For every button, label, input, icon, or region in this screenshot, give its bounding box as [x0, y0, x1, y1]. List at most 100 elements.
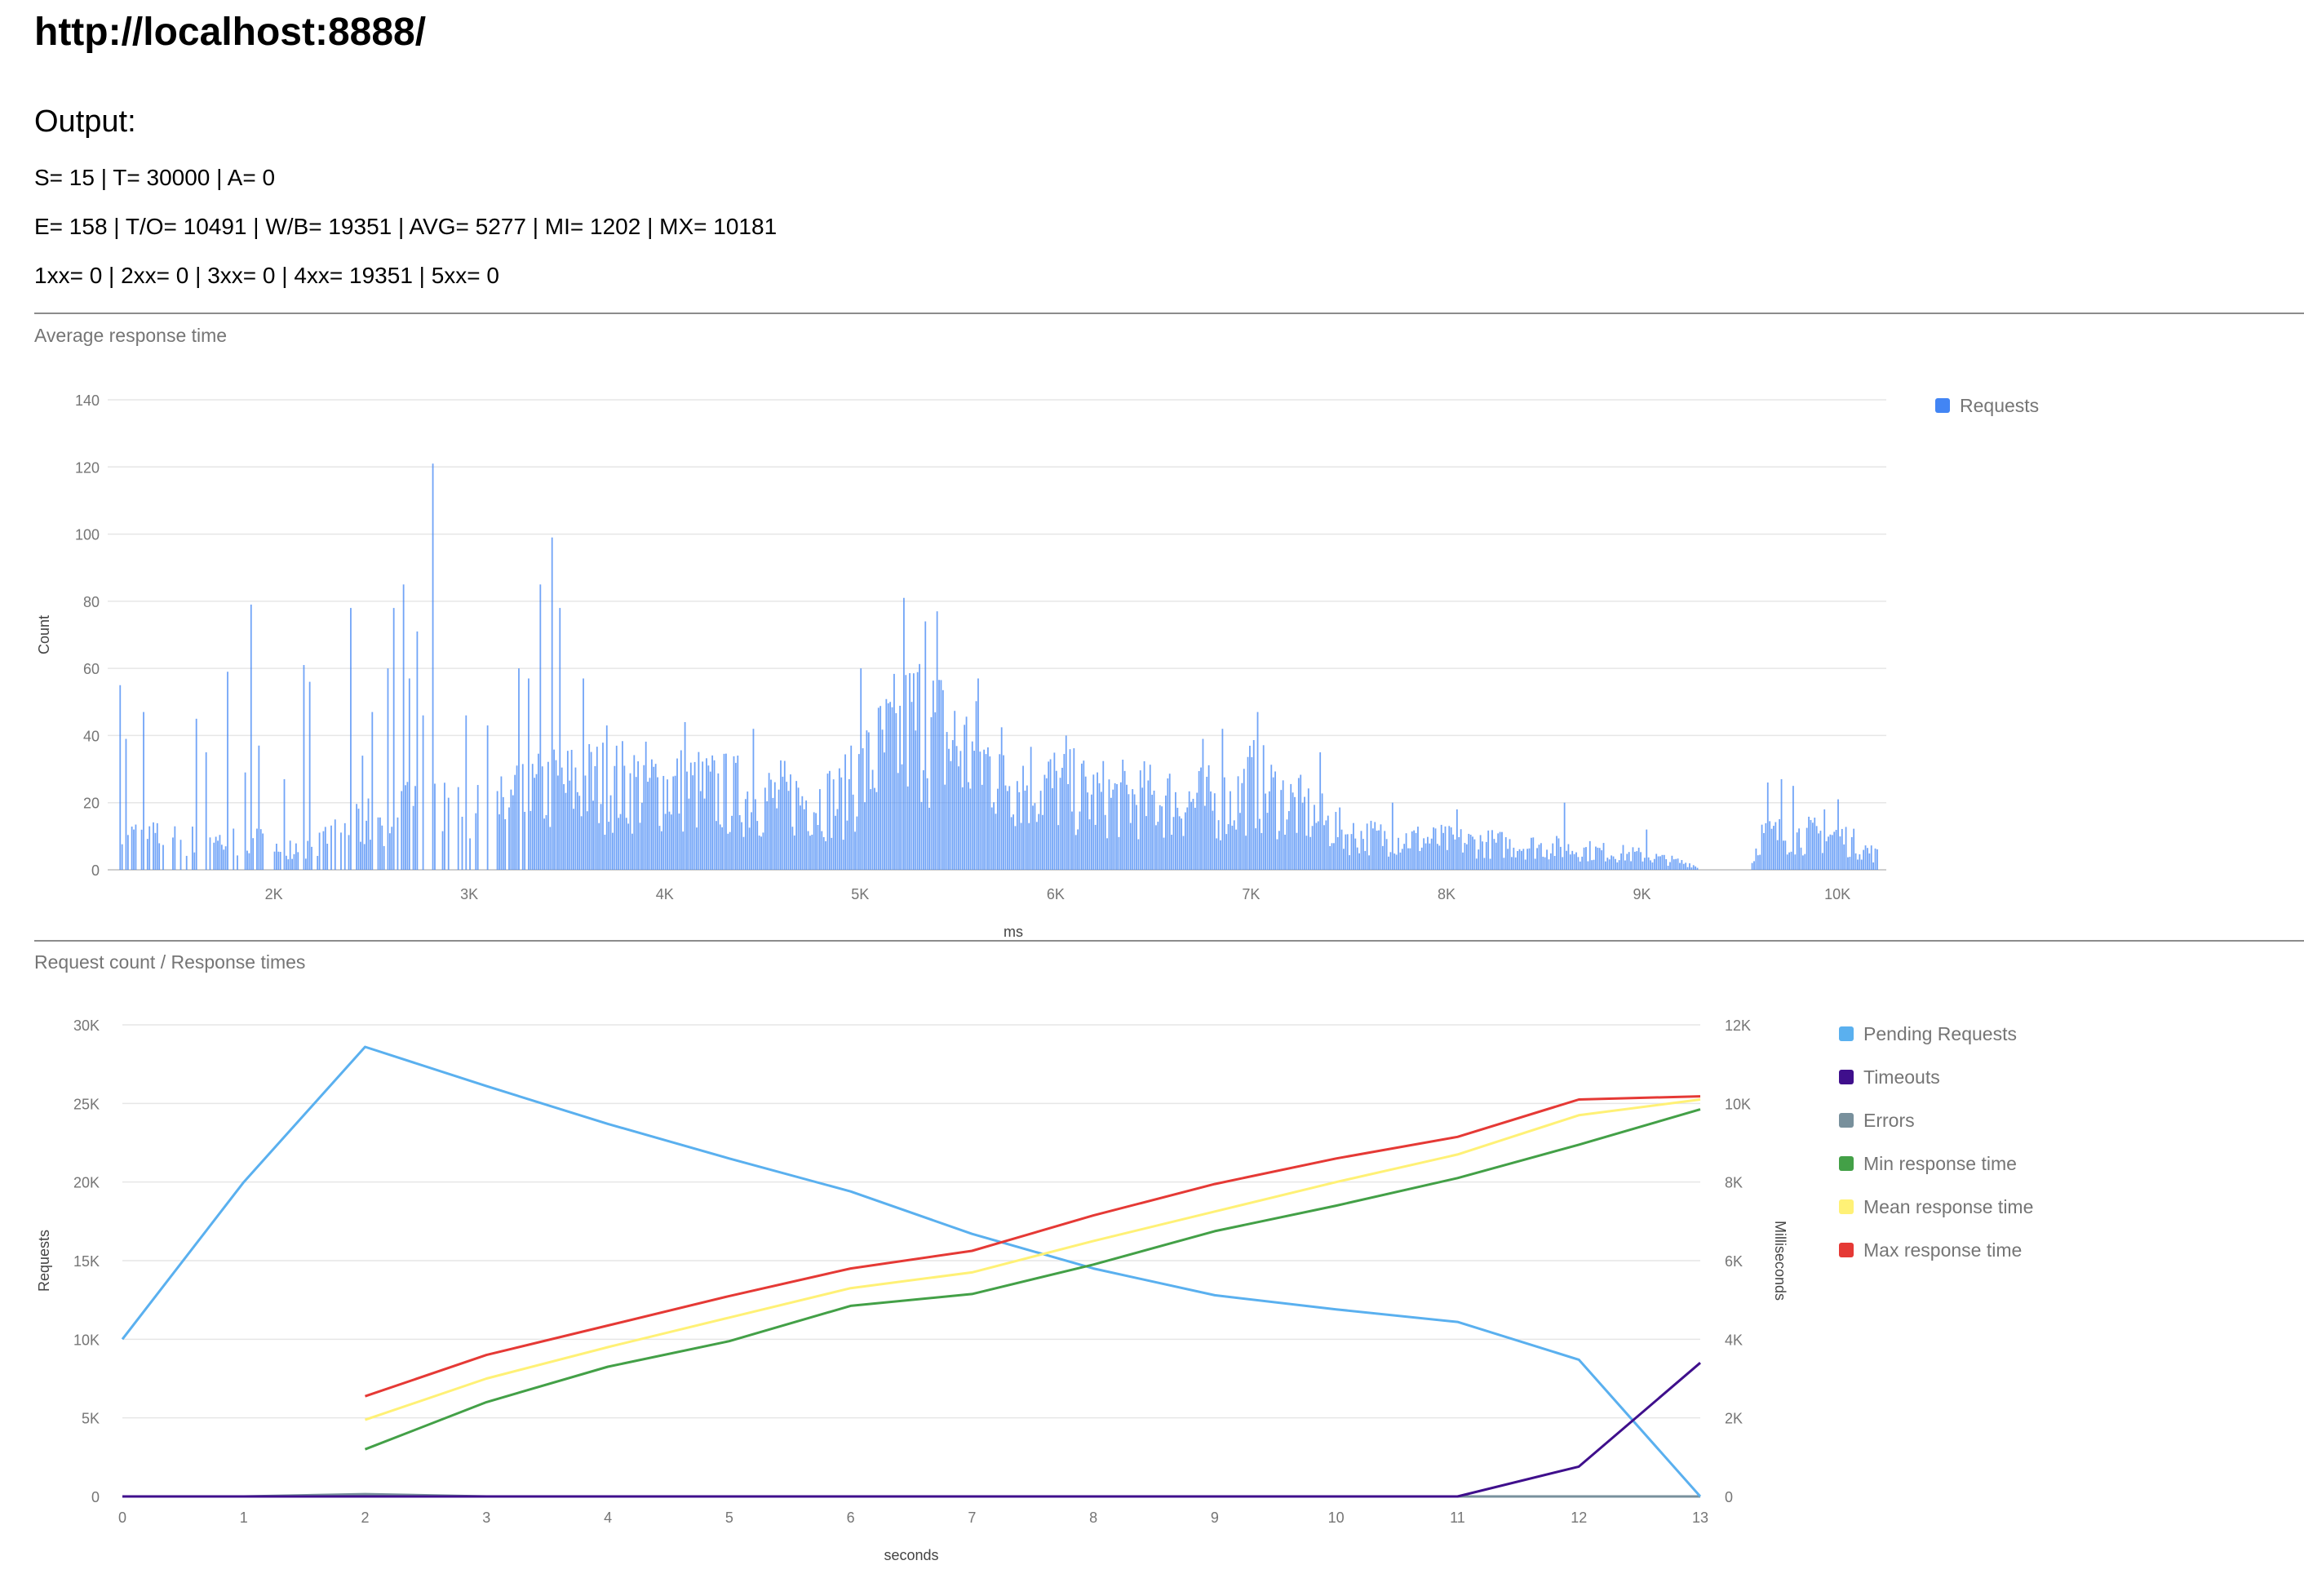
histogram-bar	[233, 828, 235, 870]
histogram-bar	[684, 721, 686, 870]
y-tick-label: 40	[83, 728, 100, 744]
histogram-bar	[156, 822, 158, 870]
histogram-bar	[1398, 837, 1399, 870]
histogram-bar	[682, 831, 685, 870]
histogram-bar	[1059, 778, 1061, 870]
histogram-bar	[502, 796, 504, 870]
histogram-bar	[1233, 820, 1235, 870]
histogram-bar	[801, 796, 804, 870]
legend-label: Timeouts	[1863, 1066, 1940, 1088]
x-tick-label: 1	[240, 1510, 248, 1526]
histogram-bar	[647, 782, 649, 870]
histogram-bar	[612, 832, 614, 870]
histogram-bar	[1366, 823, 1368, 870]
histogram-bar	[928, 807, 930, 870]
histogram-bar	[1108, 779, 1110, 870]
histogram-bar	[1792, 786, 1794, 870]
histogram-bar	[951, 740, 954, 870]
histogram-bar	[1004, 785, 1007, 870]
histogram-bar	[1546, 849, 1548, 870]
histogram-bar	[1602, 843, 1605, 870]
histogram-bar	[598, 822, 600, 870]
histogram-bar	[1119, 782, 1122, 870]
histogram-bar	[153, 822, 154, 870]
y-left-tick-label: 30K	[73, 1017, 100, 1034]
histogram-bar	[500, 776, 503, 870]
histogram-bar	[1597, 847, 1599, 870]
histogram-bar	[1841, 828, 1843, 870]
histogram-bar	[752, 729, 755, 870]
histogram-bar	[1171, 834, 1173, 870]
histogram-bar	[657, 777, 658, 870]
legend-label: Pending Requests	[1863, 1023, 2017, 1044]
histogram-bar	[291, 858, 293, 870]
histogram-bar	[1098, 782, 1101, 870]
histogram-title: Average response time	[34, 325, 228, 346]
histogram-bar	[1061, 767, 1063, 870]
histogram-bar	[614, 765, 616, 870]
histogram-bar	[408, 678, 410, 870]
histogram-bar	[1450, 827, 1452, 870]
histogram-bar	[1268, 791, 1270, 870]
x-tick-label: 4	[604, 1510, 612, 1526]
histogram-bar	[731, 815, 733, 870]
histogram-bar	[1335, 812, 1337, 870]
histogram-bar	[719, 824, 721, 870]
histogram-bar	[1333, 843, 1335, 870]
histogram-bar	[1028, 822, 1030, 870]
histogram-bar	[1798, 828, 1800, 870]
histogram-bar	[899, 705, 902, 870]
histogram-bar	[1800, 847, 1802, 870]
histogram-bar	[1380, 824, 1382, 870]
histogram-bar	[317, 855, 319, 870]
histogram-bar	[770, 779, 772, 870]
histogram-bar	[1157, 822, 1159, 870]
histogram-bar	[1542, 856, 1544, 870]
histogram-bar	[580, 816, 583, 870]
histogram-bar	[1696, 867, 1699, 870]
histogram-bar	[119, 685, 122, 870]
stats-line-3: 1xx= 0 | 2xx= 0 | 3xx= 0 | 4xx= 19351 | …	[34, 263, 499, 288]
histogram-bar	[330, 825, 332, 870]
histogram-bar	[576, 791, 578, 870]
x-axis-label: seconds	[884, 1547, 938, 1563]
histogram-bar	[741, 822, 742, 870]
histogram-bar	[835, 815, 836, 870]
histogram-bar	[475, 813, 477, 870]
histogram-bar	[1413, 830, 1416, 870]
histogram-bar	[1828, 836, 1829, 870]
histogram-bar	[1049, 759, 1052, 870]
histogram-bar	[1118, 836, 1120, 870]
histogram-bar	[1420, 847, 1423, 870]
histogram-bar	[1184, 812, 1186, 870]
histogram-bar	[1633, 851, 1636, 870]
histogram-bar	[1168, 774, 1171, 870]
histogram-bar	[371, 712, 374, 870]
histogram-bar	[880, 706, 882, 870]
histogram-bar	[1297, 778, 1300, 870]
x-tick-label: 4K	[656, 886, 674, 902]
histogram-bar	[1473, 839, 1476, 870]
histogram-bar	[1266, 813, 1269, 870]
histogram-bar	[227, 672, 228, 870]
histogram-bar	[1833, 831, 1836, 870]
histogram-bar	[1203, 805, 1206, 870]
histogram-bar	[1624, 860, 1626, 870]
histogram-bar	[1854, 853, 1857, 870]
histogram-bar	[979, 751, 981, 870]
histogram-bar	[545, 814, 547, 870]
histogram-bar	[1276, 839, 1278, 870]
histogram-bar	[930, 717, 933, 870]
histogram-bar	[875, 791, 878, 870]
histogram-bar	[1849, 857, 1851, 870]
histogram-bar	[1528, 848, 1531, 870]
histogram-bar	[699, 791, 702, 870]
histogram-bar	[909, 673, 911, 870]
histogram-bar	[1385, 839, 1388, 870]
histogram-bar	[1867, 848, 1868, 870]
histogram-bar	[807, 831, 809, 870]
histogram-bar	[973, 751, 976, 870]
histogram-bar	[884, 752, 885, 870]
histogram-bar	[1557, 838, 1560, 870]
histogram-bar	[283, 778, 286, 870]
